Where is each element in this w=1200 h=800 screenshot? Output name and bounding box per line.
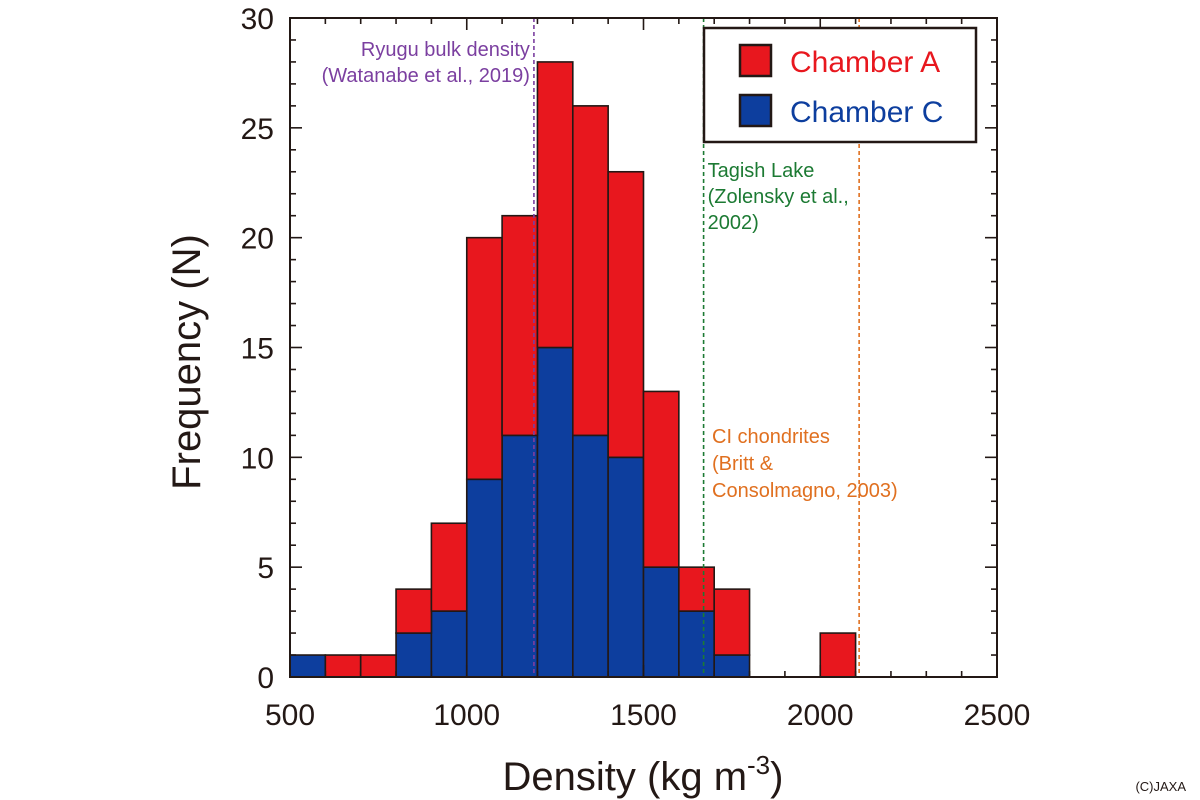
reference-lines-group [533,18,860,677]
tick-labels-group: 500 1000 1500 2000 2500 0 5 10 15 20 25 30 [241,3,1031,732]
bar-chamber-c-1300 [571,434,609,678]
bar-chamber-c-1000 [465,478,503,678]
x-axis-title-main: Density (kg m [503,755,748,799]
y-tick-label-10: 10 [241,442,274,475]
reference-annotation-1-line-1: Ryugu bulk density [361,39,530,61]
y-tick-label-30: 30 [241,3,274,36]
bar-chamber-a-2000 [819,632,857,678]
bar-chamber-a-700 [359,654,397,678]
bar-chamber-a-1200 [536,61,574,349]
bar-chamber-c-1200 [536,346,574,678]
bar-chamber-a-1700 [713,588,751,656]
reference-annotation-1-line-2: (Watanabe et al., 2019) [322,65,530,87]
reference-annotation-3-line-1: CI chondrites [712,426,830,448]
reference-annotation-3-line-2: (Britt & [712,453,774,475]
x-tick-label-500: 500 [265,699,315,732]
legend-swatch-chamber-a [738,43,773,78]
bar-chamber-a-1100 [501,214,539,437]
bar-chamber-c-1600 [678,610,715,678]
annotations-group: Ryugu bulk density (Watanabe et al., 2019… [322,39,898,502]
y-tick-label-20: 20 [241,223,274,256]
x-axis-title-close: ) [770,755,783,799]
bar-chamber-a-1500 [642,390,680,568]
bar-chamber-a-1000 [465,236,503,481]
bar-chamber-c-1400 [607,456,645,678]
copyright-notice: (C)JAXA [1135,779,1186,794]
bar-chamber-a-1400 [607,170,645,459]
x-tick-label-2500: 2500 [964,699,1031,732]
y-tick-label-5: 5 [257,552,274,585]
y-axis-title: Frequency (N) [165,234,209,490]
legend: Chamber A Chamber C [702,26,978,144]
bar-chamber-c-900 [430,610,468,678]
bar-chamber-a-900 [430,522,468,612]
bar-chamber-a-600 [324,654,362,678]
legend-label-chamber-c: Chamber C [790,96,943,129]
bar-chamber-a-1300 [571,105,609,437]
ticks-group [289,17,998,678]
y-tick-label-0: 0 [257,662,274,695]
x-axis-title-superscript: -3 [747,750,770,780]
y-tick-label-25: 25 [241,113,274,146]
bar-chamber-c-1100 [501,434,539,678]
x-tick-label-1000: 1000 [433,699,500,732]
x-tick-label-2000: 2000 [787,699,854,732]
legend-label-chamber-a: Chamber A [790,46,940,79]
bar-chamber-c-1500 [642,566,680,678]
y-tick-label-15: 15 [241,333,274,366]
x-axis-title: Density (kg m-3) [503,750,784,799]
reference-annotation-2-line-3: 2002) [708,212,759,234]
bar-chamber-c-1700 [713,654,751,678]
reference-annotation-2-line-2: (Zolensky et al., [708,186,849,208]
legend-swatch-chamber-c [738,93,773,128]
reference-annotation-2-line-1: Tagish Lake [708,160,815,182]
bar-chamber-c-500 [289,654,327,678]
bar-chamber-c-800 [395,632,433,678]
bars-group [289,61,857,678]
reference-annotation-3-line-3: Consolmagno, 2003) [712,480,898,502]
bar-chamber-a-800 [395,588,433,634]
x-tick-label-1500: 1500 [610,699,677,732]
bar-chamber-a-1600 [678,566,715,612]
